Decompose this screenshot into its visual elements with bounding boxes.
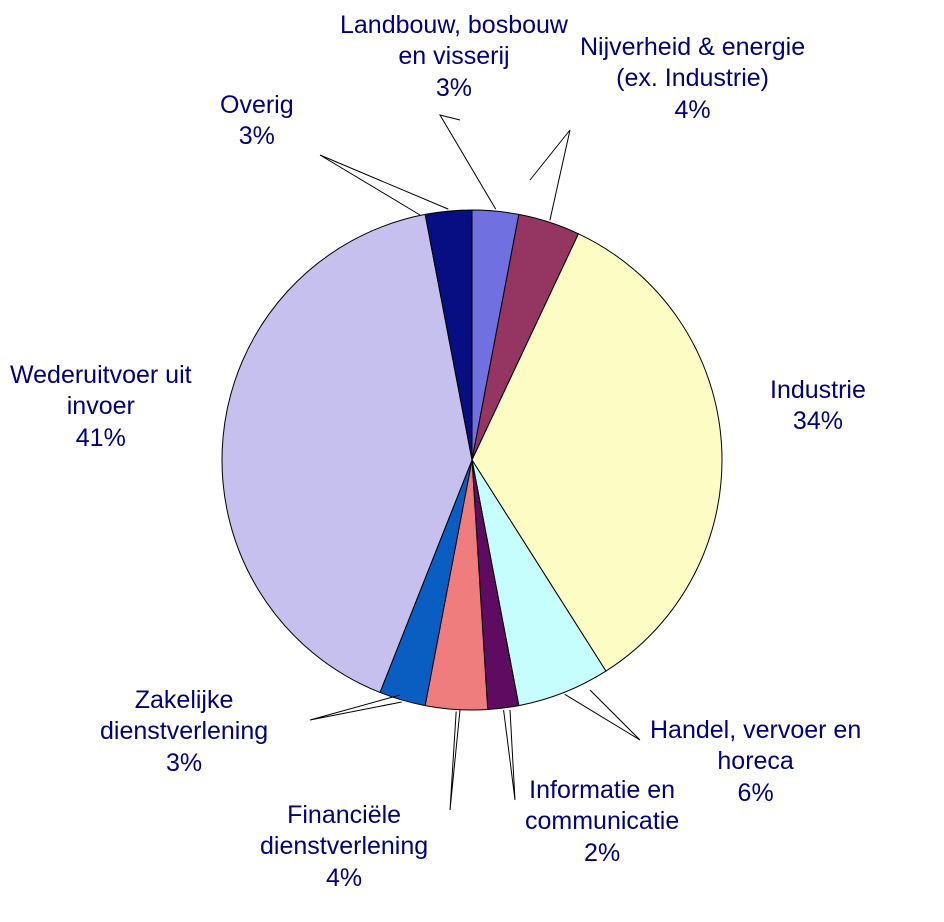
- slice-label-line: Financiële: [260, 800, 428, 831]
- leader-line-landbouw: [440, 115, 496, 209]
- slice-label-line: 3%: [220, 121, 294, 152]
- slice-label-line: dienstverlening: [100, 716, 268, 747]
- slice-label-line: invoer: [10, 391, 192, 422]
- slice-label-informatie: Informatie encommunicatie2%: [525, 775, 679, 869]
- slice-label-nijverheid: Nijverheid & energie(ex. Industrie)4%: [580, 32, 805, 126]
- slice-label-line: Overig: [220, 90, 294, 121]
- slice-label-financieel: Financiëledienstverlening4%: [260, 800, 428, 894]
- slice-label-line: 4%: [260, 863, 428, 894]
- slice-label-line: Informatie en: [525, 775, 679, 806]
- slice-label-line: 4%: [580, 95, 805, 126]
- slice-label-wederuitvoer: Wederuitvoer uitinvoer41%: [10, 360, 192, 454]
- leader-line-informatie: [504, 710, 515, 800]
- slice-label-line: Landbouw, bosbouw: [340, 10, 568, 41]
- slice-label-line: Zakelijke: [100, 685, 268, 716]
- slice-label-line: 3%: [100, 748, 268, 779]
- slice-label-line: (ex. Industrie): [580, 63, 805, 94]
- pie-chart-container: Landbouw, bosbouwen visserij3%Nijverheid…: [0, 0, 944, 922]
- slice-label-line: 41%: [10, 423, 192, 454]
- leader-line-handel: [565, 690, 640, 740]
- slice-label-industrie: Industrie34%: [770, 375, 866, 438]
- slice-label-line: Handel, vervoer en: [650, 715, 861, 746]
- slice-label-line: Industrie: [770, 375, 866, 406]
- leader-line-financieel: [450, 710, 460, 810]
- slice-label-handel: Handel, vervoer enhoreca6%: [650, 715, 861, 809]
- slice-label-overig: Overig3%: [220, 90, 294, 153]
- leader-line-zakelijk: [310, 695, 402, 720]
- slice-label-line: 2%: [525, 838, 679, 869]
- slice-label-line: Wederuitvoer uit: [10, 360, 192, 391]
- slice-label-line: Nijverheid & energie: [580, 32, 805, 63]
- leader-line-nijverheid: [530, 130, 570, 220]
- slice-label-zakelijk: Zakelijkedienstverlening3%: [100, 685, 268, 779]
- slice-label-line: dienstverlening: [260, 831, 428, 862]
- slice-label-landbouw: Landbouw, bosbouwen visserij3%: [340, 10, 568, 104]
- leader-line-overig: [320, 155, 448, 215]
- slice-label-line: horeca: [650, 746, 861, 777]
- slice-label-line: en visserij: [340, 41, 568, 72]
- slice-label-line: communicatie: [525, 806, 679, 837]
- slice-label-line: 3%: [340, 73, 568, 104]
- slice-label-line: 34%: [770, 406, 866, 437]
- slice-label-line: 6%: [650, 778, 861, 809]
